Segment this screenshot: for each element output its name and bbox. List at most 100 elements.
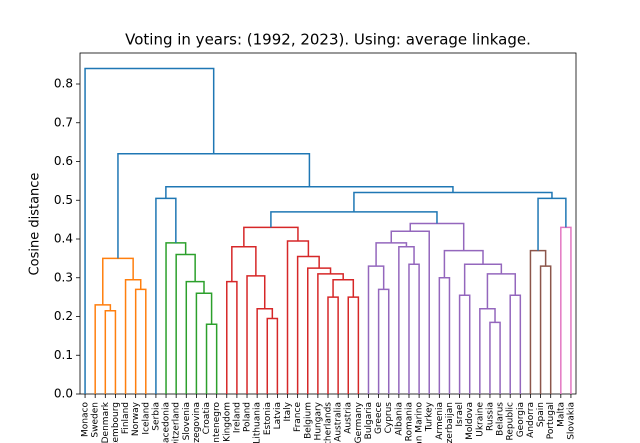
leaf-label: Iceland (141, 402, 151, 435)
leaf-label: Australia (334, 402, 344, 442)
leaf-label: San Marino (415, 402, 425, 443)
leaf-label: Bulgaria (364, 402, 374, 439)
dendrogram-link (102, 257, 134, 305)
leaf-label: Hungary (313, 401, 323, 440)
dendrogram-link (243, 226, 299, 247)
dendrogram-link (367, 265, 385, 394)
leaf-label: Montenegro (212, 402, 222, 443)
y-tick-label: 0.5 (54, 193, 73, 207)
y-axis-label: Cosine distance (28, 173, 43, 276)
dendrogram-link (390, 230, 430, 394)
dendrogram-link (377, 288, 390, 394)
dendrogram-link (347, 296, 360, 394)
leaf-label: Spain (536, 402, 546, 427)
dendrogram-link (94, 304, 112, 394)
dendrogram-link (185, 280, 205, 394)
leaf-label: Slovakia (566, 402, 576, 440)
dendrogram-link (408, 263, 420, 394)
leaf-label: Ukraine (475, 402, 485, 437)
dendrogram-link (317, 273, 344, 394)
dendrogram-link (537, 197, 567, 251)
dendrogram-link (458, 294, 471, 394)
y-tick-label: 0.3 (54, 270, 73, 284)
dendrogram-link (332, 278, 355, 298)
leaf-label: Belarus (496, 402, 506, 436)
leaf-label: Slovenia (182, 402, 192, 440)
leaf-label: Norway (131, 401, 141, 436)
leaf-label: Monaco (81, 402, 91, 437)
leaf-label: Romania (404, 402, 414, 441)
dendrogram-link (84, 67, 215, 394)
leaf-label: Germany (354, 401, 364, 443)
leaf-label: Lithuania (253, 402, 263, 443)
leaf-label: Moldova (465, 402, 475, 440)
dendrogram-link (266, 317, 279, 394)
leaf-label: Bosnia & Herzegovina (192, 402, 202, 443)
dendrogram-link (509, 294, 522, 394)
leaf-label: Portugal (546, 402, 556, 439)
y-tick-label: 0.4 (54, 232, 73, 246)
dendrogram-link (117, 153, 311, 259)
y-tick-label: 0.8 (54, 77, 73, 91)
dendrogram-link (195, 292, 213, 394)
leaf-label: Poland (243, 402, 253, 432)
y-tick-label: 0.2 (54, 309, 73, 323)
leaf-label: Belgium (303, 402, 313, 439)
y-tick-label: 0.1 (54, 348, 73, 362)
dendrogram-link (256, 308, 274, 394)
leaf-label: Finland (121, 402, 131, 434)
leaf-label: Switzerland (172, 402, 182, 443)
leaf-label: Luxembourg (111, 402, 121, 443)
dendrogram-link (296, 255, 320, 394)
leaf-label: Netherlands (324, 402, 334, 443)
leaf-label: Andorra (526, 402, 536, 438)
dendrogram-link (307, 267, 332, 394)
dendrogram-link (104, 309, 117, 394)
leaf-label: France (293, 402, 303, 432)
dendrogram-link (353, 191, 553, 212)
leaf-label: Sweden (91, 402, 101, 438)
dendrogram-link (205, 323, 218, 394)
leaf-label: Austria (344, 402, 354, 434)
leaf-label: Azerbaijan (445, 402, 455, 443)
y-tick-label: 0.7 (54, 115, 73, 129)
leaf-label: Israel (455, 402, 465, 427)
dendrogram-link (226, 280, 238, 394)
dendrogram-link (134, 288, 147, 394)
leaf-label: North Macedonia (162, 402, 172, 443)
dendrogram-link (438, 277, 451, 394)
dendrogram-link (529, 249, 547, 394)
dendrogram-link (560, 226, 572, 394)
leaf-label: Greece (374, 402, 384, 434)
dendrogram-link (463, 263, 503, 296)
dendrogram-link (409, 222, 465, 251)
leaf-label: Italy (283, 401, 293, 421)
dendrogram-link (155, 197, 177, 394)
dendrogram-link (246, 275, 266, 394)
leaf-label: Czech Republic (506, 402, 516, 443)
dendrogram-link (327, 296, 339, 394)
leaf-label: Ireland (232, 402, 242, 433)
y-tick-label: 0.6 (54, 154, 73, 168)
leaf-label: Latvia (273, 402, 283, 429)
leaf-label: Malta (556, 402, 566, 427)
dendrogram-link (165, 185, 454, 199)
leaf-label: Turkey (425, 401, 435, 432)
leaf-label: Cyprus (384, 402, 394, 434)
leaf-label: Estonia (263, 402, 273, 435)
leaf-label: Georgia (516, 402, 526, 437)
leaf-label: Armenia (435, 402, 445, 440)
dendrogram-link (489, 321, 501, 394)
dendrogram-link (270, 211, 438, 228)
leaf-label: Denmark (101, 401, 111, 443)
dendrogram-link (479, 308, 496, 394)
leaf-label: Russia (485, 402, 495, 431)
dendrogram-link (539, 265, 552, 394)
chart-title: Voting in years: (1992, 2023). Using: av… (125, 31, 531, 49)
dendrogram-link (124, 278, 142, 394)
leaf-label: United Kingdom (222, 402, 232, 443)
dendrogram-link (286, 240, 310, 394)
y-tick-label: 0.0 (54, 387, 73, 401)
dendrogram-link (486, 273, 517, 309)
